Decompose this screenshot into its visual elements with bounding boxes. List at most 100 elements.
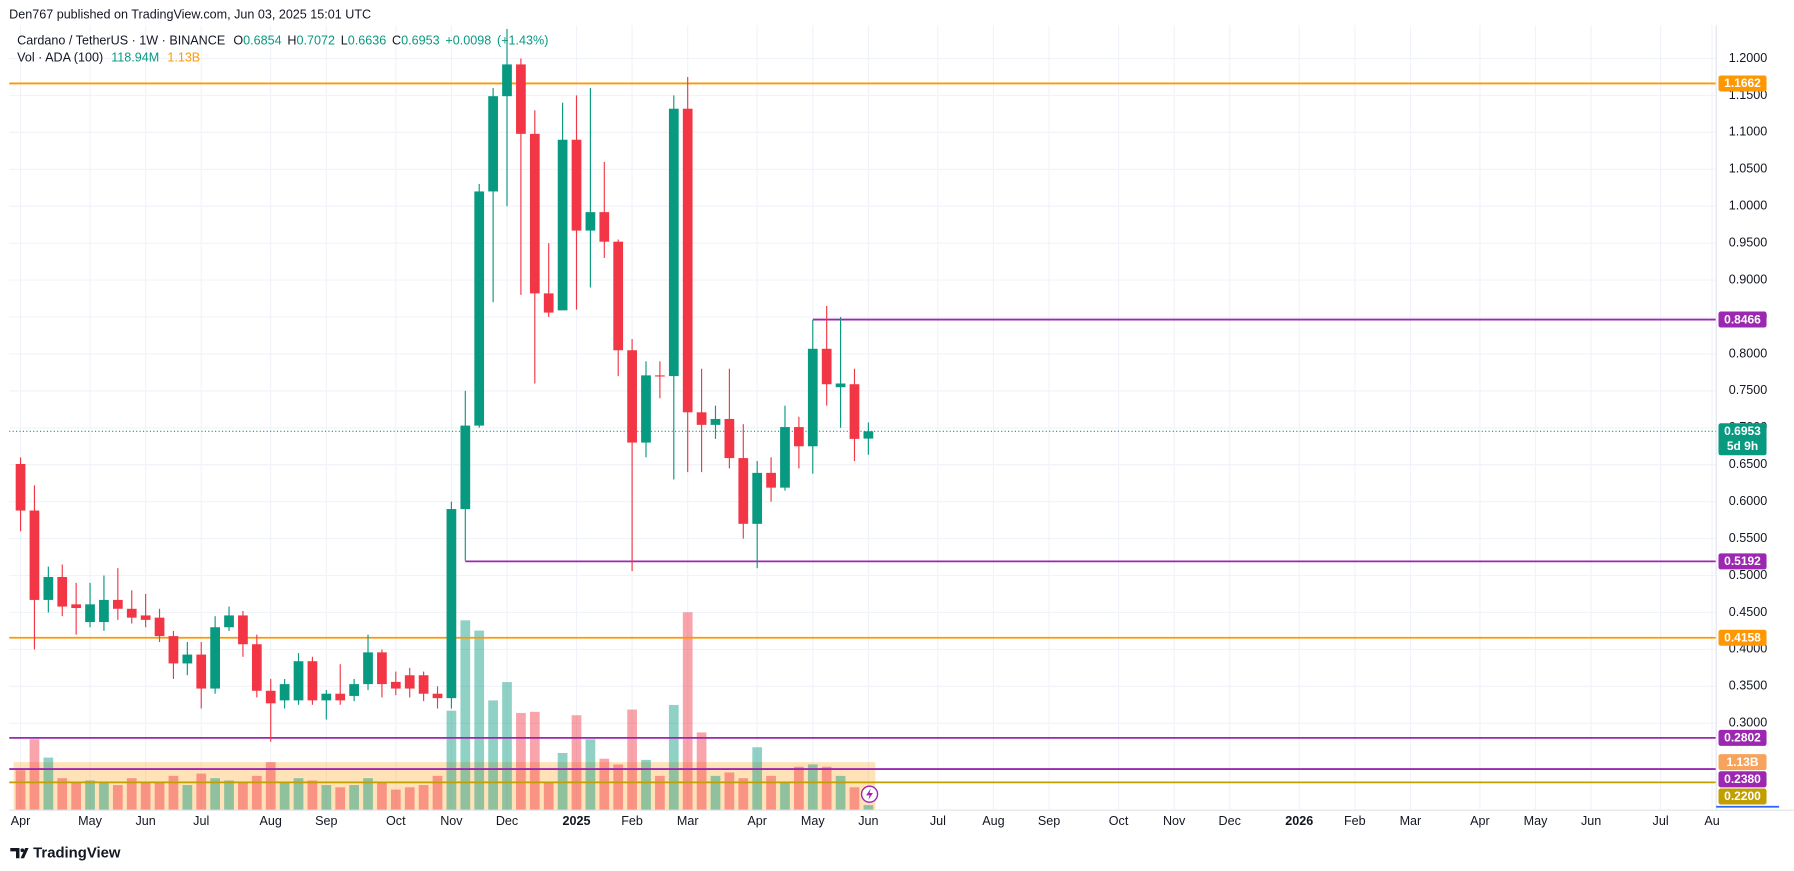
price-label-box [1718,754,1767,771]
candle-body [627,350,637,443]
x-tick-label: Aug [982,814,1004,828]
volume-bar [710,775,721,811]
candles [15,28,874,742]
y-tick-label: 0.3500 [1729,679,1767,693]
candle-body [140,615,151,620]
candle-body [835,383,846,388]
candle-body [571,139,582,231]
volume-bar [363,778,373,811]
price-label: 0.2802 [1724,731,1761,745]
volume-bar [238,781,248,811]
volume-bar [85,780,95,811]
volume-bar [529,711,540,811]
volume-title: Vol · ADA (100) [17,51,103,65]
y-tick-label: 1.1000 [1729,125,1767,139]
ohlc-value: 0.6636 [348,34,386,48]
x-tick-label: Apr [11,814,31,828]
volume-bar [668,704,679,811]
x-tick-label: Sep [1038,814,1060,828]
candle-body [794,427,804,447]
price-label: 0.6953 [1724,424,1761,438]
price-label-box [1718,553,1767,570]
candle-body [863,431,874,439]
volume-bar [377,782,387,811]
candle-body [238,615,248,645]
candle-body [307,661,318,701]
x-tick-label: Apr [1470,814,1490,828]
volume-bar [432,775,443,811]
candle-body [766,472,776,488]
candle-body [57,577,68,607]
volume-bar [849,787,860,811]
volume-bar [168,775,179,811]
volume-bar [752,747,763,811]
published-line: Den767 published on TradingView.com, Jun… [9,7,371,21]
volume-bar [807,764,818,811]
volume-bar [29,739,40,811]
volume-bar [613,764,624,811]
volume-bar [224,780,234,811]
volume-bar [307,780,318,811]
x-tick-label: Jun [858,814,878,828]
x-tick-label: Jul [930,814,946,828]
ohlc-key: L [341,34,348,48]
volume-bar [99,782,109,811]
y-tick-label: 0.4500 [1729,605,1767,619]
volume-bar [43,757,54,811]
y-tick-label: 0.6000 [1729,494,1767,508]
candle-body [724,418,735,459]
volume-bar [321,785,332,811]
candle-body [210,627,220,689]
candle-body [168,636,179,664]
x-tick-label: May [801,814,825,828]
price-label: 0.5192 [1724,554,1761,568]
candle-body [696,412,707,425]
candle-body [821,348,832,385]
candle-body [641,375,651,443]
y-tick-label: 1.0500 [1729,162,1767,176]
legend-line: Cardano / TetherUS · 1W · BINANCE O0.685… [17,34,548,48]
price-label-box [1718,423,1767,456]
candle-body [265,690,276,704]
volume-bar [780,781,790,811]
candle-body [71,604,82,609]
y-tick-label: 0.9500 [1729,235,1767,249]
x-tick-label: Dec [1219,814,1241,828]
volume-bar [57,778,68,811]
volume-bar [627,709,637,811]
candle-body [99,599,109,623]
candle-body [251,644,262,691]
candle-body [710,418,721,425]
y-tick-label: 0.3000 [1729,716,1767,730]
candle-body [807,348,818,447]
candle-body [377,652,387,685]
price-label: 5d 9h [1727,439,1758,453]
volume-bar [724,772,735,811]
x-tick-label: Dec [496,814,518,828]
candle-body [85,604,95,623]
ohlc-key: H [287,34,296,48]
volume-bar [390,789,401,811]
volume-bar [738,778,749,811]
candle-body [43,577,54,600]
x-tick-label: Jun [135,814,155,828]
axes: 1.20001.15001.10001.05001.00000.95000.90… [11,51,1768,828]
x-tick-label: Jun [1581,814,1601,828]
x-tick-label: Aug [260,814,282,828]
candle-body [126,608,137,618]
price-label: 1.13B [1726,755,1758,769]
volume-bar [349,785,359,811]
volume-bar [196,773,207,811]
replay-icon [860,785,879,803]
y-tick-label: 0.9000 [1729,272,1767,286]
volume-bar [210,778,220,811]
candle-body [112,599,123,609]
x-tick-label: Oct [1109,814,1129,828]
change-percent: (+1.43%) [497,34,548,48]
volume-bar [585,739,596,811]
volume-bar [474,630,485,811]
candle-body [474,191,485,426]
volume-bar [446,710,457,811]
